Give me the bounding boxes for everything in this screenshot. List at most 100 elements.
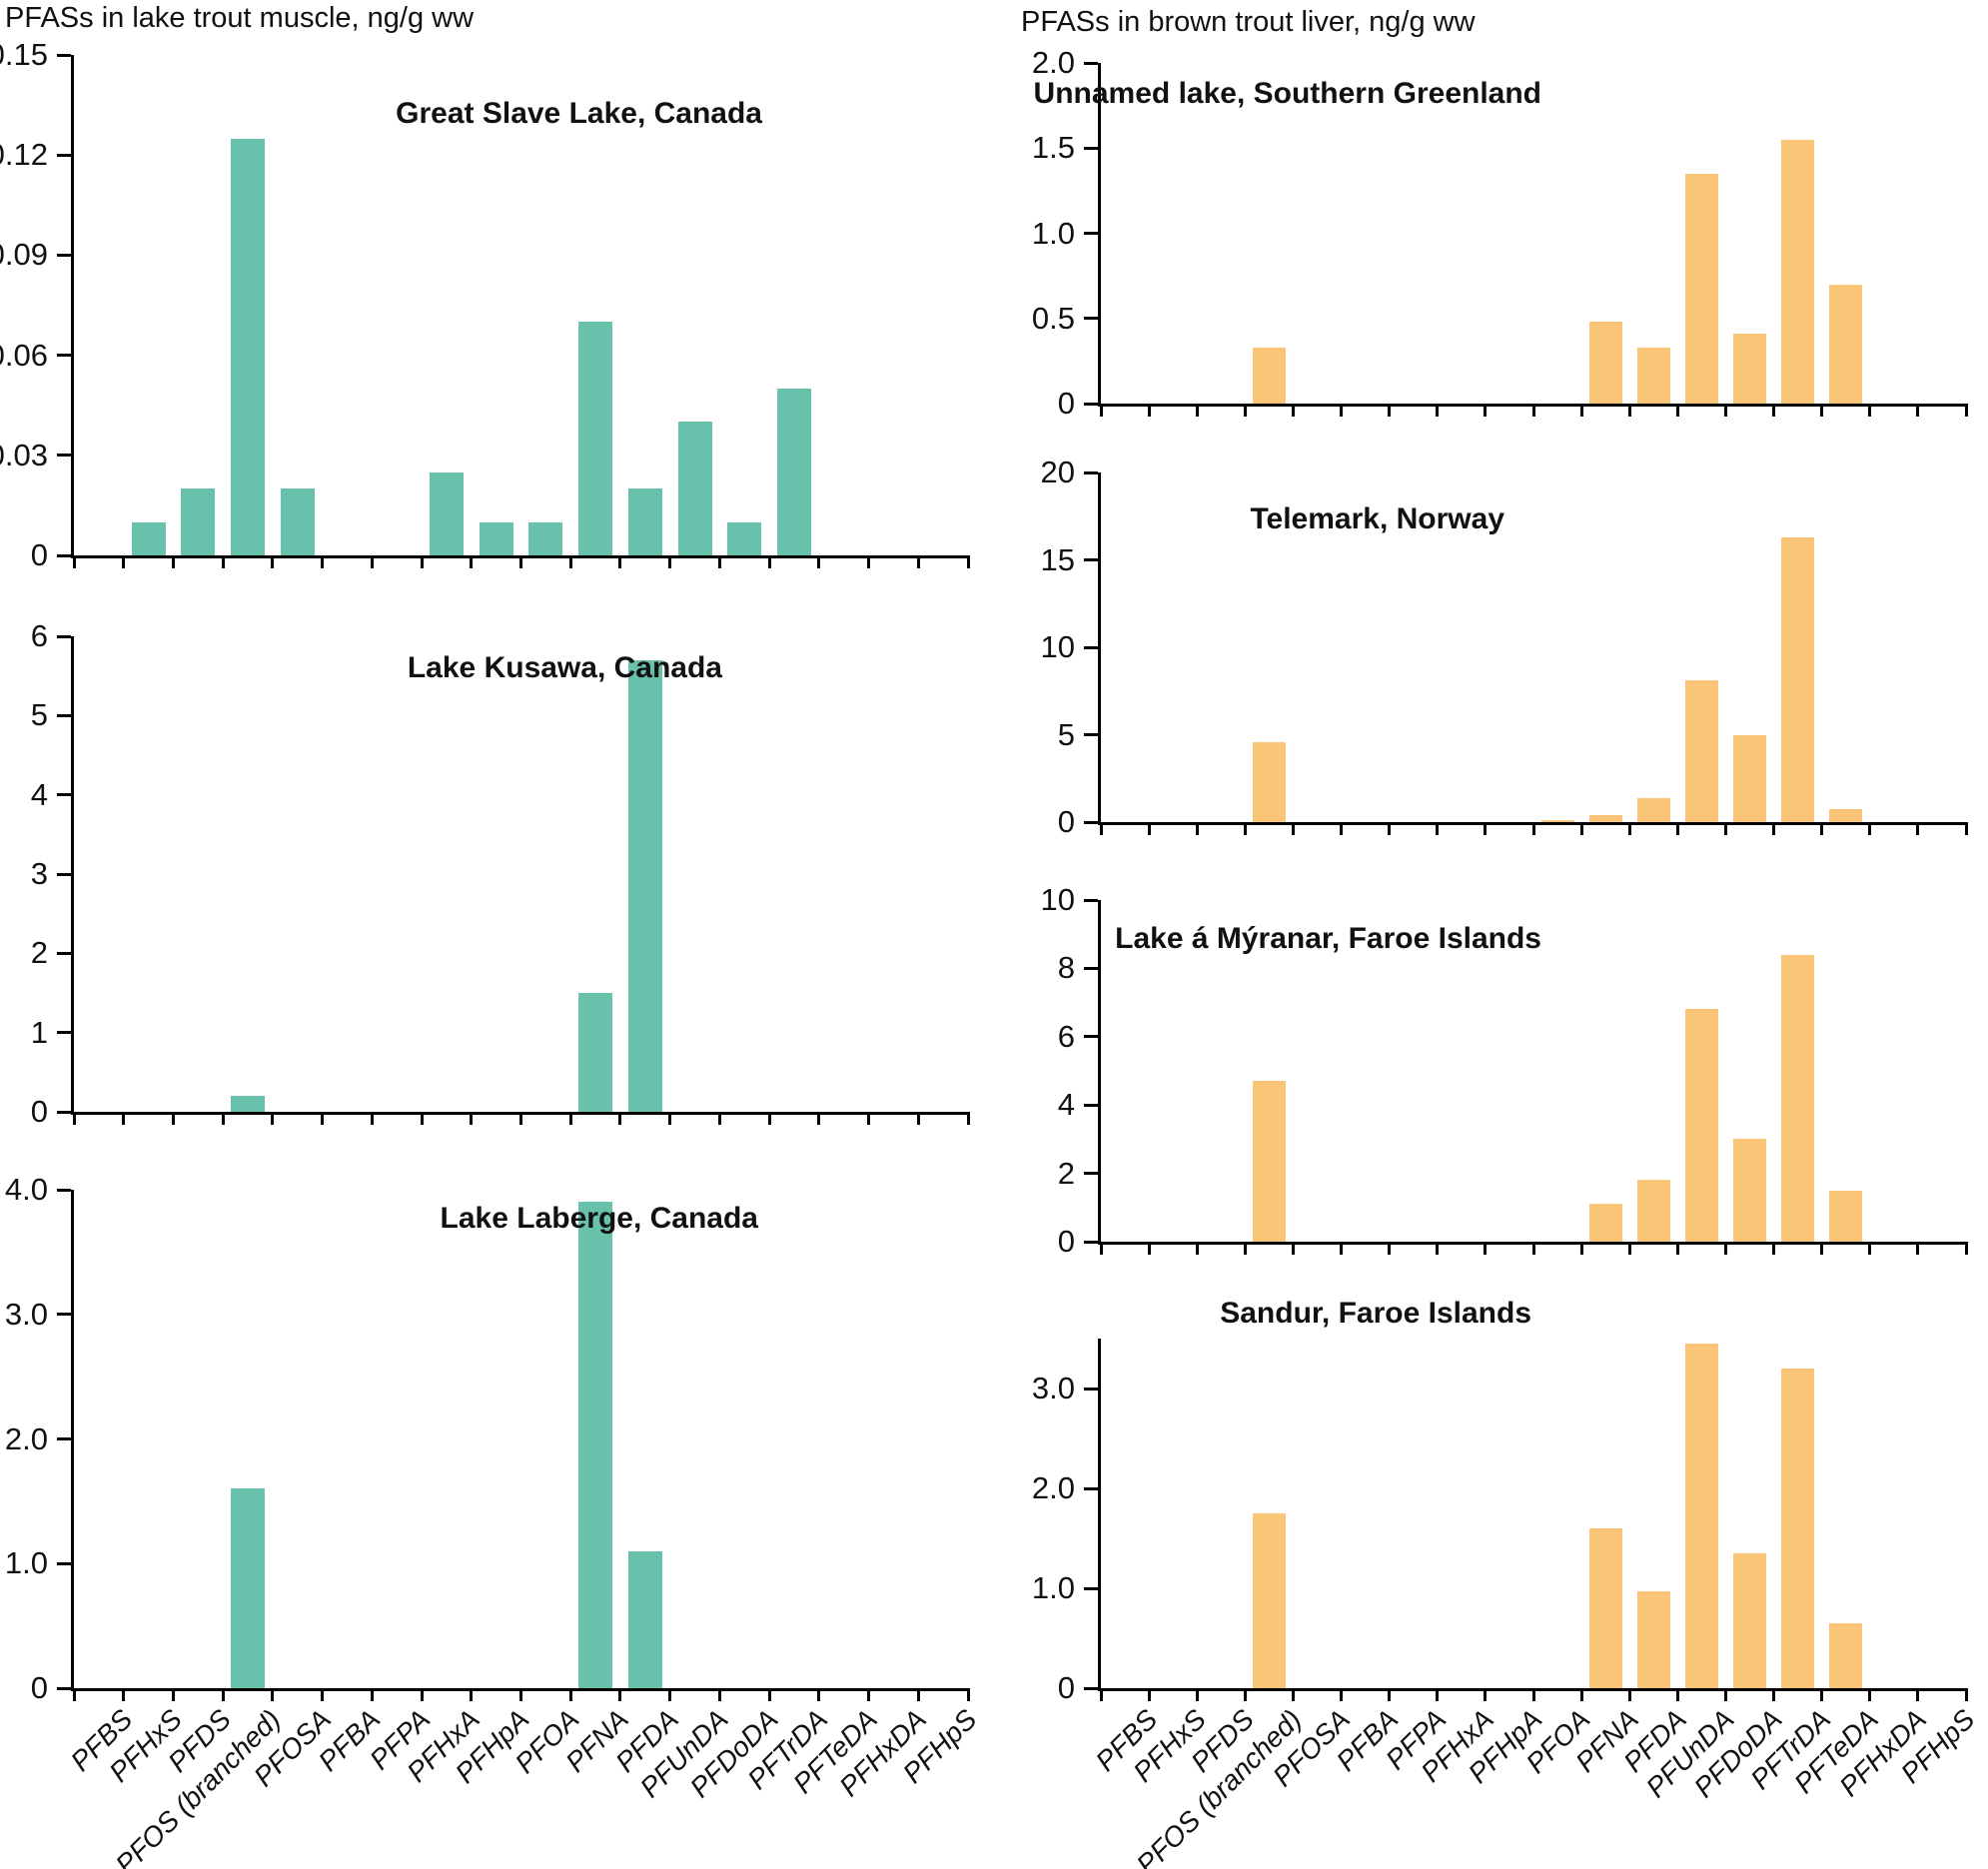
x-axis-tick: [1772, 1688, 1776, 1701]
y-axis-tick: [1084, 733, 1098, 736]
x-axis-tick: [1820, 1242, 1824, 1255]
brown-trout-liver-chart-title: PFASs in brown trout liver, ng/g ww: [1021, 6, 1476, 38]
y-axis-tick: [57, 1110, 71, 1114]
panel-sandur-faroe-islands: 0 1.0 2.0 3.0 Sandur, Faroe Islands: [1032, 1297, 1968, 1705]
bar-pfdoda: [1733, 1139, 1766, 1242]
y-axis-tick-label: 1.5: [1031, 130, 1075, 166]
x-axis-tick: [1916, 1242, 1920, 1255]
x-axis-tick: [122, 555, 126, 568]
x-axis-tick: [1436, 822, 1440, 835]
y-axis-tick-label: 0: [1057, 386, 1075, 421]
x-axis-tick: [420, 555, 424, 568]
bar-pfosa: [280, 488, 315, 555]
x-axis-tick: [321, 1688, 325, 1701]
x-axis-tick: [1820, 822, 1824, 835]
x-axis-tick: [1627, 404, 1631, 417]
x-axis-tick: [171, 555, 175, 568]
panel-title-unnamed-lake-southern-greenland: Unnamed lake, Southern Greenland: [1033, 77, 1541, 110]
y-axis-tick-label: 4: [30, 776, 48, 812]
x-axis-tick: [519, 1112, 522, 1125]
y-axis-tick-label: 2: [1057, 1155, 1075, 1191]
bar-pfhxs: [131, 521, 166, 555]
x-axis-tick: [1820, 404, 1824, 417]
x-axis-tick: [1723, 822, 1727, 835]
y-axis-tick-label: 2.0: [4, 1420, 48, 1456]
x-axis-tick: [1147, 404, 1151, 417]
panel-telemark-norway: 0 5 10 15 20 Telemark, Norway: [1041, 455, 1968, 839]
y-axis-tick-label: 6: [30, 618, 48, 653]
x-axis-tick: [122, 1112, 126, 1125]
x-axis-tick: [916, 555, 920, 568]
y-axis-tick: [1084, 1172, 1098, 1176]
bar-pfos-branched: [231, 1096, 266, 1112]
bar-pfna: [578, 993, 613, 1112]
y-axis-tick-label: 0.03: [0, 437, 48, 472]
x-axis-tick: [916, 1688, 920, 1701]
x-axis-tick: [1243, 1688, 1247, 1701]
panel-title-sandur-faroe-islands: Sandur, Faroe Islands: [1220, 1297, 1531, 1330]
y-axis-tick: [57, 713, 71, 717]
y-axis-tick: [57, 1437, 71, 1440]
bar-pfds: [181, 488, 216, 555]
bar-pfteda: [1829, 808, 1863, 822]
x-axis-tick: [1195, 1688, 1199, 1701]
bar-pfunda: [1684, 680, 1718, 822]
x-axis-tick: [171, 1112, 175, 1125]
y-axis-tick: [57, 553, 71, 557]
x-axis-tick: [1243, 404, 1247, 417]
x-axis-tick: [717, 555, 721, 568]
x-axis-tick: [966, 1688, 970, 1701]
x-axis-tick: [668, 555, 672, 568]
lake-trout-muscle-chart-title: PFASs in lake trout muscle, ng/g ww: [5, 2, 475, 34]
y-axis-tick-label: 0.06: [0, 337, 48, 373]
x-axis-tick: [867, 555, 871, 568]
x-axis-tick: [370, 1688, 374, 1701]
x-axis-tick: [1291, 822, 1295, 835]
x-axis-tick: [966, 1112, 970, 1125]
panel-lake-kusawa-canada: 0 1 2 3 4 5 6 Lake Kusawa, Canada: [31, 618, 970, 1129]
x-axis-tick: [1291, 1242, 1295, 1255]
y-axis-tick-label: 0.15: [0, 37, 48, 72]
bar-pftrda: [1781, 1369, 1815, 1688]
x-axis-tick: [271, 1112, 275, 1125]
x-axis-tick: [1916, 822, 1920, 835]
y-axis-tick-label: 2.0: [1031, 1470, 1075, 1505]
x-axis-tick: [1868, 822, 1872, 835]
x-axis-tick: [717, 1688, 721, 1701]
bar-pfos-branched: [1252, 1081, 1286, 1242]
x-axis-tick: [1772, 822, 1776, 835]
bar-pfos-branched: [1252, 741, 1286, 822]
x-axis-tick: [867, 1688, 871, 1701]
y-axis-tick-label: 2: [30, 935, 48, 971]
y-axis-tick: [1084, 1035, 1098, 1039]
x-axis-tick: [1147, 1688, 1151, 1701]
bar-pfna: [1588, 322, 1622, 404]
x-axis-tick: [519, 555, 522, 568]
bar-pfos-branched: [1252, 1513, 1286, 1688]
x-axis-tick: [618, 1688, 622, 1701]
x-axis-tick: [568, 1688, 572, 1701]
y-axis-tick: [1084, 317, 1098, 321]
x-axis-tick: [122, 1688, 126, 1701]
x-axis-tick: [1436, 1242, 1440, 1255]
x-axis-tick: [171, 1688, 175, 1701]
x-axis-tick: [221, 1688, 225, 1701]
x-axis-tick: [1531, 1688, 1535, 1701]
x-axis-tick: [1195, 822, 1199, 835]
x-axis-tick: [1388, 404, 1392, 417]
x-axis-tick: [1291, 1688, 1295, 1701]
bar-pfda: [1636, 797, 1670, 822]
y-axis-tick: [57, 872, 71, 876]
panel-title-great-slave-lake-canada: Great Slave Lake, Canada: [396, 97, 762, 130]
x-axis-tick: [1340, 1242, 1344, 1255]
x-axis-tick: [1531, 1242, 1535, 1255]
bar-pfdoda: [1733, 334, 1766, 404]
x-axis-tick: [1099, 1242, 1103, 1255]
x-axis-tick: [420, 1688, 424, 1701]
x-axis-tick: [1579, 1242, 1583, 1255]
bar-pfda: [627, 1550, 662, 1688]
x-axis-tick: [1436, 1688, 1440, 1701]
panel-title-telemark-norway: Telemark, Norway: [1250, 502, 1504, 535]
x-axis-tick: [1388, 1688, 1392, 1701]
